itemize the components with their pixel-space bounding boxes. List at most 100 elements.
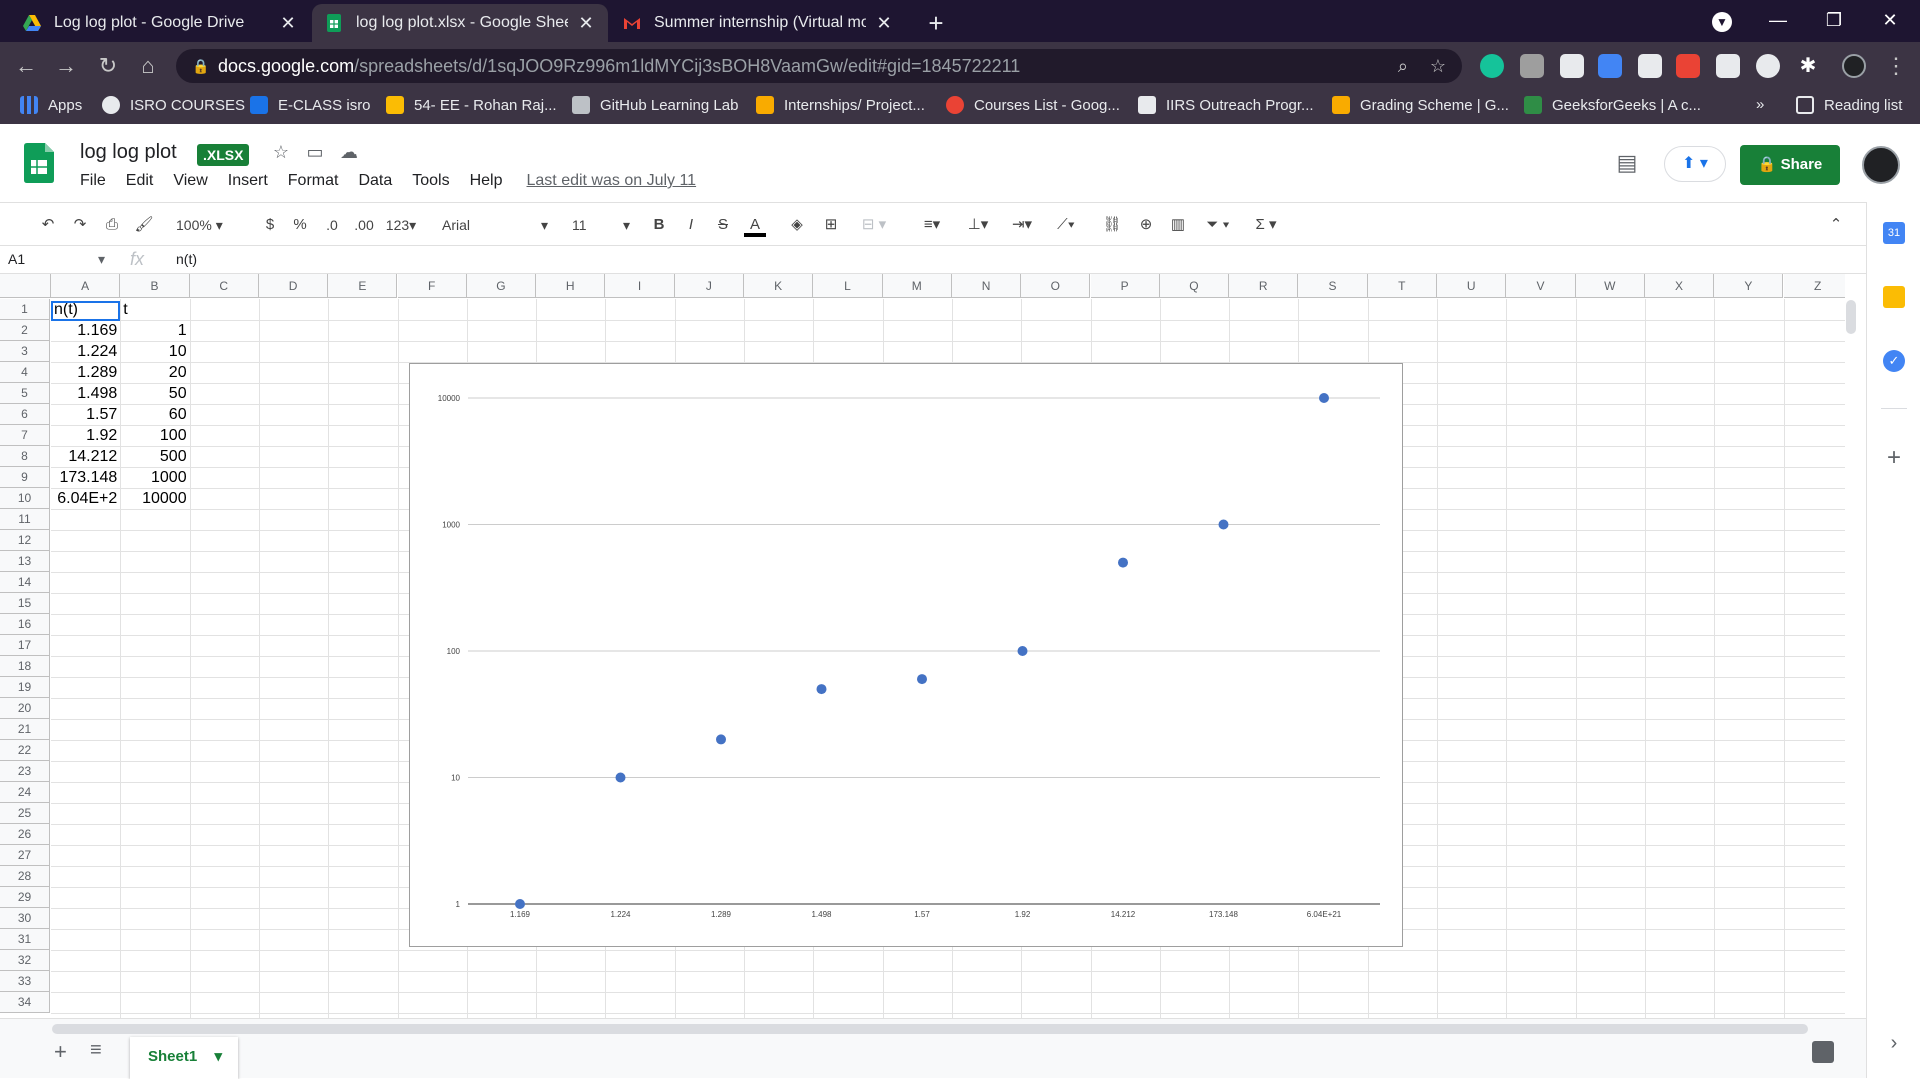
horizontal-scrollbar[interactable]	[52, 1024, 1808, 1034]
extension-icon[interactable]	[1598, 54, 1622, 78]
increase-decimal-button[interactable]: .00	[354, 217, 374, 233]
cell-b4[interactable]: 20	[168, 364, 187, 381]
menu-format[interactable]: Format	[287, 172, 339, 189]
maximize-icon[interactable]: ❐	[1825, 10, 1843, 30]
fill-color-icon[interactable]: ◈	[791, 216, 803, 233]
extension-icon[interactable]	[1716, 54, 1740, 78]
present-button[interactable]: ⬆ ▾	[1664, 146, 1726, 182]
column-header-t[interactable]: T	[1367, 274, 1437, 298]
extension-icon[interactable]	[1520, 54, 1544, 78]
row-header-25[interactable]: 25	[0, 803, 50, 824]
bookmark-internships[interactable]: Internships/ Project...	[756, 96, 925, 114]
cell-a10[interactable]: 6.04E+2	[57, 490, 118, 507]
column-header-y[interactable]: Y	[1714, 274, 1784, 298]
redo-icon[interactable]: ↷	[73, 216, 87, 233]
column-header-u[interactable]: U	[1437, 274, 1507, 298]
bookmark-isro-courses[interactable]: ISRO COURSES	[102, 96, 245, 114]
data-point[interactable]	[515, 899, 525, 909]
move-folder-icon[interactable]: ▭	[306, 142, 324, 162]
last-edit-link[interactable]: Last edit was on July 11	[526, 172, 697, 189]
row-header-6[interactable]: 6	[0, 404, 50, 425]
column-header-x[interactable]: X	[1644, 274, 1715, 298]
reload-icon[interactable]: ↻	[98, 53, 118, 78]
column-header-a[interactable]: A	[51, 274, 121, 298]
cell-a5[interactable]: 1.498	[77, 385, 118, 402]
row-header-32[interactable]: 32	[0, 950, 50, 971]
merge-cells-icon[interactable]: ⊟ ▾	[861, 216, 887, 233]
row-header-33[interactable]: 33	[0, 971, 50, 992]
menu-file[interactable]: File	[80, 172, 106, 189]
row-header-2[interactable]: 2	[0, 320, 50, 341]
scatter-chart[interactable]: 1 10 100 1000 10000 1.169 1.224 1.289 1.498 1.57 1…	[409, 363, 1403, 947]
close-icon[interactable]: ✕	[578, 12, 594, 33]
row-header-28[interactable]: 28	[0, 866, 50, 887]
bookmark-apps[interactable]: Apps	[20, 96, 82, 114]
bookmark-iirs-outreach[interactable]: IIRS Outreach Progr...	[1138, 96, 1314, 114]
column-header-n[interactable]: N	[951, 274, 1022, 298]
decrease-decimal-button[interactable]: .0	[326, 217, 338, 233]
bookmark-ee-rohan[interactable]: 54- EE - Rohan Raj...	[386, 96, 557, 114]
column-header-b[interactable]: B	[120, 274, 190, 298]
text-wrap-icon[interactable]: ⇥▾	[1011, 216, 1033, 233]
bookmark-geeksforgeeks[interactable]: GeeksforGeeks | A c...	[1524, 96, 1701, 114]
column-header-g[interactable]: G	[466, 274, 537, 298]
zoom-select[interactable]: 100% ▾	[176, 217, 223, 233]
minimize-icon[interactable]: —	[1769, 10, 1787, 30]
cell-a3[interactable]: 1.224	[77, 343, 118, 360]
row-header-7[interactable]: 7	[0, 425, 50, 446]
column-header-h[interactable]: H	[536, 274, 606, 298]
column-header-i[interactable]: I	[605, 274, 675, 298]
extension-icon[interactable]	[1560, 54, 1584, 78]
column-header-v[interactable]: V	[1506, 274, 1576, 298]
window-close-icon[interactable]: ✕	[1882, 10, 1898, 30]
cell-a2[interactable]: 1.169	[77, 322, 118, 339]
close-icon[interactable]: ✕	[876, 12, 892, 33]
column-header-k[interactable]: K	[744, 274, 814, 298]
cell-b2[interactable]: 1	[177, 322, 187, 339]
google-sheets-logo-icon[interactable]	[24, 143, 54, 183]
tab-search-icon[interactable]: ▼	[1702, 6, 1742, 34]
comments-icon[interactable]: ▤	[1616, 150, 1638, 175]
data-point[interactable]	[1218, 519, 1229, 530]
data-point[interactable]	[816, 684, 827, 695]
column-header-m[interactable]: M	[882, 274, 952, 298]
zoom-search-icon[interactable]: ⌕	[1397, 56, 1408, 76]
menu-help[interactable]: Help	[469, 172, 503, 189]
calendar-icon[interactable]: 31	[1883, 222, 1905, 244]
bookmark-courses-list[interactable]: Courses List - Goog...	[946, 96, 1120, 114]
row-header-34[interactable]: 34	[0, 992, 50, 1013]
kebab-menu-icon[interactable]: ⋮	[1885, 53, 1907, 78]
column-header-j[interactable]: J	[674, 274, 744, 298]
insert-comment-icon[interactable]: ⊕	[1139, 216, 1153, 233]
filter-icon[interactable]: ⏷ ▾	[1206, 216, 1230, 233]
borders-icon[interactable]: ⊞	[824, 216, 838, 233]
column-header-r[interactable]: R	[1229, 274, 1299, 298]
new-tab-button[interactable]: +	[928, 7, 944, 38]
share-button[interactable]: 🔒 Share	[1740, 145, 1840, 185]
star-icon[interactable]: ☆	[272, 142, 290, 162]
collapse-toolbar-icon[interactable]: ⌃	[1829, 216, 1843, 233]
bookmark-star-icon[interactable]: ☆	[1429, 56, 1446, 76]
row-header-15[interactable]: 15	[0, 593, 50, 614]
bookmark-e-class-isro[interactable]: E-CLASS isro	[250, 96, 371, 114]
extension-icon[interactable]	[1756, 54, 1780, 78]
row-header-14[interactable]: 14	[0, 572, 50, 593]
menu-edit[interactable]: Edit	[125, 172, 154, 189]
profile-avatar[interactable]	[1842, 54, 1866, 78]
row-header-22[interactable]: 22	[0, 740, 50, 761]
vertical-scrollbar[interactable]	[1846, 300, 1856, 334]
row-header-12[interactable]: 12	[0, 530, 50, 551]
insert-link-icon[interactable]: ⛓	[1102, 216, 1122, 233]
row-header-24[interactable]: 24	[0, 782, 50, 803]
menu-insert[interactable]: Insert	[227, 172, 268, 189]
row-header-3[interactable]: 3	[0, 341, 50, 362]
bookmark-grading-scheme[interactable]: Grading Scheme | G...	[1332, 96, 1509, 114]
currency-button[interactable]: $	[265, 216, 275, 233]
row-header-31[interactable]: 31	[0, 929, 50, 950]
all-sheets-icon[interactable]: ≡	[90, 1039, 102, 1061]
text-rotation-icon[interactable]: ⟋▾	[1057, 216, 1075, 233]
data-point[interactable]	[615, 772, 626, 783]
print-icon[interactable]: ⎙	[105, 216, 118, 233]
cell-a8[interactable]: 14.212	[68, 448, 118, 465]
row-header-26[interactable]: 26	[0, 824, 50, 845]
